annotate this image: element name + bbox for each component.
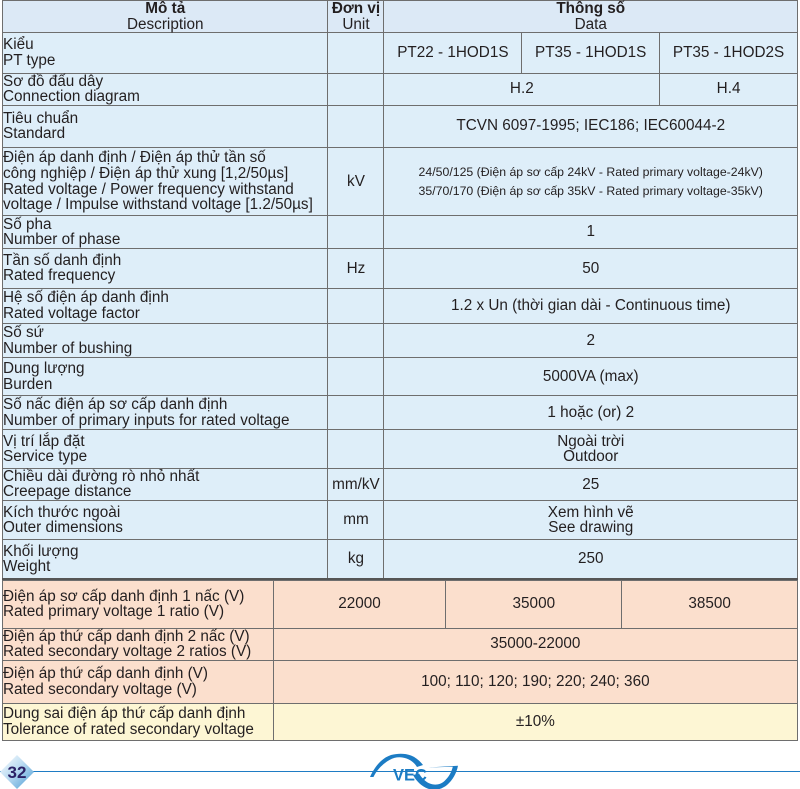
svg-text:32: 32 [8, 763, 27, 782]
svg-text:VEC: VEC [393, 767, 427, 785]
